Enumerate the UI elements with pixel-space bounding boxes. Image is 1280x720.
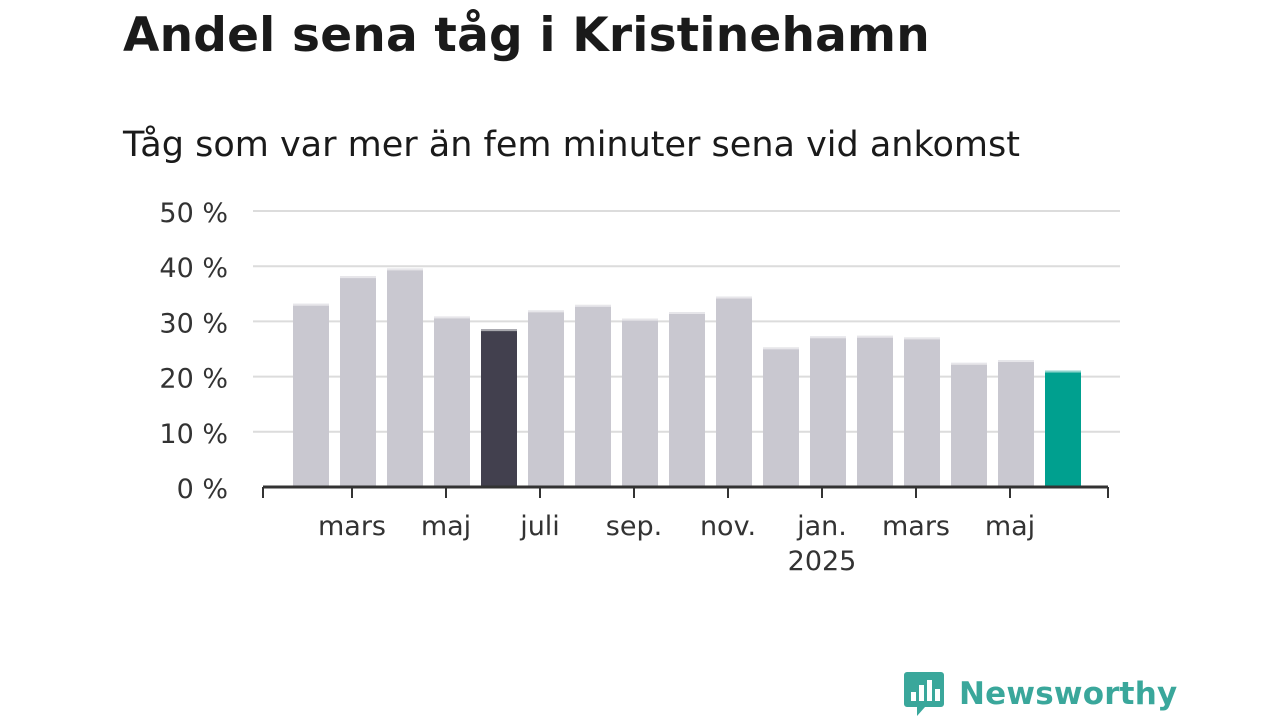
y-tick-label: 30 % [159, 308, 228, 339]
bar-top-highlight [904, 337, 940, 340]
x-tick-label: juli [519, 511, 560, 542]
bar [528, 310, 564, 487]
x-tick-label: jan. [796, 511, 847, 542]
bar [951, 362, 987, 487]
bar [575, 304, 611, 487]
bar [387, 268, 423, 487]
chart-subtitle: Tåg som var mer än fem minuter sena vid … [123, 125, 1020, 165]
bar-top-highlight [669, 312, 705, 315]
bar [669, 312, 705, 487]
x-tick-label: mars [318, 511, 386, 542]
x-axis-tick-labels: mars maj juli sep. nov. jan. 2025 mars maj [318, 511, 1035, 577]
y-tick-label: 40 % [159, 253, 228, 284]
bar-top-highlight [810, 336, 846, 339]
bar-top-highlight [434, 316, 470, 319]
y-tick-label: 20 % [159, 364, 228, 395]
bar-top-highlight [481, 329, 517, 332]
bar-top-highlight [528, 310, 564, 313]
bar [1045, 370, 1081, 487]
bar [716, 296, 752, 487]
y-axis-tick-labels: 0 % 10 % 20 % 30 % 40 % 50 % [159, 198, 228, 505]
y-tick-label: 10 % [159, 419, 228, 450]
bar-top-highlight [1045, 370, 1081, 373]
bar-top-highlight [387, 268, 423, 271]
bar [998, 360, 1034, 487]
bar [904, 337, 940, 487]
bar-top-highlight [951, 362, 987, 365]
y-tick-label: 50 % [159, 198, 228, 229]
bar-chart-speech-bubble-icon [904, 672, 944, 716]
bar-top-highlight [293, 303, 329, 306]
bar-top-highlight [857, 335, 893, 338]
bar [340, 276, 376, 487]
x-tick-label: maj [421, 511, 471, 542]
bar-top-highlight [622, 318, 658, 321]
x-tick-label: sep. [606, 511, 662, 542]
bar [434, 316, 470, 487]
bar [810, 336, 846, 487]
brand-logo: Newsworthy [903, 670, 1177, 718]
bar-chart: 0 % 10 % 20 % 30 % 40 % 50 % mars maj juli sep. n… [159, 198, 1120, 577]
brand-name: Newsworthy [959, 676, 1178, 712]
bar [763, 347, 799, 487]
bar-top-highlight [998, 360, 1034, 363]
bar-top-highlight [575, 304, 611, 307]
x-axis [262, 485, 1109, 498]
chart-title: Andel sena tåg i Kristinehamn [123, 8, 930, 63]
x-tick-label: mars [882, 511, 950, 542]
y-tick-label: 0 % [177, 474, 228, 505]
bar-top-highlight [716, 296, 752, 299]
bar [481, 329, 517, 487]
x-tick-year-label: 2025 [788, 546, 857, 577]
x-tick-label: nov. [700, 511, 756, 542]
bar-top-highlight [340, 276, 376, 279]
bar [622, 318, 658, 487]
bar-top-highlight [763, 347, 799, 350]
x-tick-label: maj [985, 511, 1035, 542]
bar [857, 335, 893, 487]
bar [293, 303, 329, 487]
bars [293, 268, 1081, 487]
